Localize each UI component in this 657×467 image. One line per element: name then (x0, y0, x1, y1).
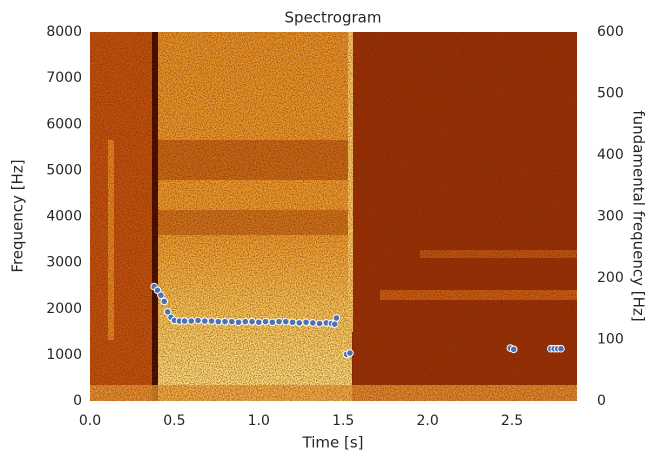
f0-point (200, 317, 209, 325)
y-tick-label: 0 (73, 393, 82, 409)
y2-tick-label: 400 (597, 147, 624, 163)
y2-axis-label: fundamental frequency [Hz] (630, 110, 648, 321)
f0-point (315, 319, 324, 328)
y2-tick-label: 300 (597, 209, 624, 225)
y-tick-label: 1000 (46, 347, 82, 363)
spectrogram (90, 32, 577, 401)
y-tick-label: 7000 (46, 70, 82, 86)
f0-point (157, 291, 165, 300)
f0-point (214, 317, 223, 326)
f0-point (330, 320, 339, 328)
y-tick-label: 3000 (46, 255, 82, 271)
y-tick-label: 4000 (46, 209, 82, 225)
y-tick-label: 8000 (46, 24, 82, 40)
f0-point (241, 317, 250, 326)
f0-point (221, 317, 229, 326)
x-tick-label: 2.0 (416, 413, 438, 429)
f0-point (282, 317, 290, 326)
f0-point (346, 349, 354, 357)
f0-point (268, 318, 277, 327)
f0-point (302, 318, 310, 327)
f0-point (255, 318, 263, 327)
x-tick-label: 0.5 (163, 413, 185, 429)
y2-tick-label: 0 (597, 393, 606, 409)
f0-point (295, 319, 304, 327)
f0-point (234, 318, 243, 327)
x-tick-label: 1.5 (332, 413, 354, 429)
f0-point (261, 317, 270, 326)
y2-tick-label: 500 (597, 86, 624, 102)
x-tick-label: 1.0 (248, 413, 270, 429)
y-axis-label: Frequency [Hz] (9, 159, 27, 272)
x-tick-label: 0.0 (79, 413, 101, 429)
f0-point (309, 319, 317, 327)
f0-point (160, 297, 169, 306)
x-tick-label: 2.5 (501, 413, 523, 429)
f0-point (194, 316, 202, 325)
f0-point (207, 317, 216, 325)
x-axis-label: Time [s] (302, 434, 364, 452)
y-tick-label: 2000 (46, 301, 82, 317)
f0-point (275, 317, 283, 326)
y2-tick-label: 600 (597, 24, 624, 40)
f0-point (288, 318, 297, 327)
f0-point (180, 317, 189, 325)
chart-title: Spectrogram (285, 9, 382, 27)
f0-point (557, 344, 565, 353)
y2-tick-label: 100 (597, 332, 624, 348)
y-tick-label: 5000 (46, 162, 82, 178)
f0-point (227, 317, 236, 326)
y2-tick-label: 200 (597, 270, 624, 286)
f0-point (187, 317, 196, 325)
f0-point (332, 314, 341, 322)
f0-point (509, 345, 518, 354)
f0-point (163, 308, 172, 316)
y-tick-label: 6000 (46, 116, 82, 132)
f0-point (248, 317, 256, 326)
